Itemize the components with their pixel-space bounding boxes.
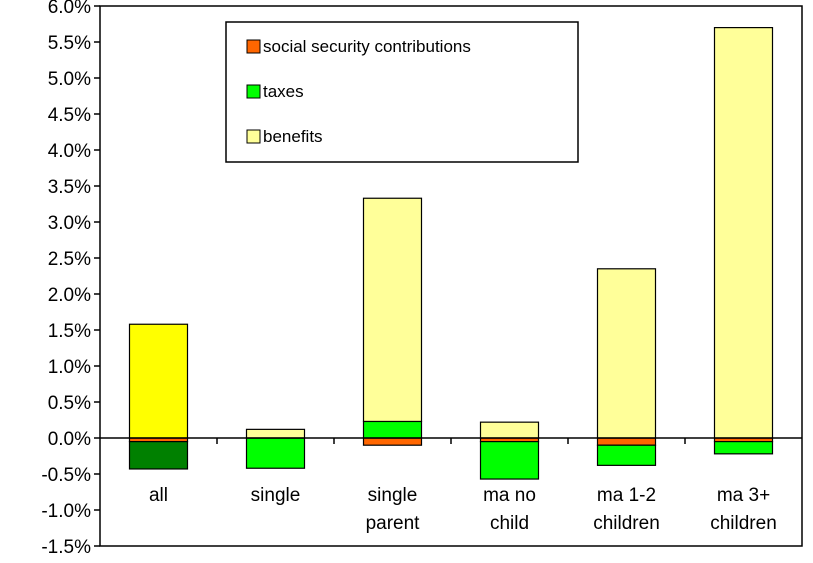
legend-label-taxes: taxes bbox=[263, 82, 304, 101]
bar-segment bbox=[362, 197, 423, 423]
y-tick-label: -1.0% bbox=[41, 501, 91, 522]
y-tick-label: 4.0% bbox=[48, 141, 91, 162]
y-tick-label: 0.5% bbox=[48, 393, 91, 414]
bar-segment bbox=[245, 428, 306, 439]
bar-segment bbox=[128, 441, 189, 470]
bar-segment bbox=[479, 441, 540, 480]
bar-segment bbox=[713, 441, 774, 455]
x-axis: all single single parent ma no child ma 1-2 chi… bbox=[149, 438, 777, 534]
y-tick-label: 0.0% bbox=[48, 429, 91, 450]
bar-segment bbox=[596, 268, 657, 439]
y-tick-label: 1.0% bbox=[48, 357, 91, 378]
bar-segment bbox=[362, 420, 423, 439]
y-tick-label: 3.0% bbox=[48, 213, 91, 234]
legend-swatch-social-security bbox=[246, 39, 261, 54]
legend: social security contributions taxes bene… bbox=[225, 21, 579, 163]
bar-segment bbox=[128, 323, 189, 439]
legend-label-social-security: social security contributions bbox=[263, 37, 471, 56]
y-tick-label: 2.0% bbox=[48, 285, 91, 306]
y-tick-label: 3.5% bbox=[48, 177, 91, 198]
bar-segment bbox=[479, 421, 540, 439]
legend-box bbox=[225, 21, 579, 163]
bar-segment bbox=[596, 437, 657, 446]
y-tick-label: 5.0% bbox=[48, 69, 91, 90]
y-tick-label: 6.0% bbox=[48, 0, 91, 18]
x-category-label: ma 3+ children bbox=[710, 485, 777, 534]
x-category-label: ma 1-2 children bbox=[593, 485, 660, 534]
legend-label-benefits: benefits bbox=[263, 127, 323, 146]
x-category-label: single parent bbox=[366, 485, 421, 534]
x-category-label: all bbox=[149, 485, 168, 506]
y-tick-label: 4.5% bbox=[48, 105, 91, 126]
y-tick-label: 2.5% bbox=[48, 249, 91, 270]
x-category-label: single bbox=[251, 485, 301, 506]
y-tick-label: 5.5% bbox=[48, 33, 91, 54]
bar-segment bbox=[596, 444, 657, 466]
legend-swatch-taxes bbox=[246, 84, 261, 99]
y-axis: -1.5% -1.0% -0.5% 0.0% 0.5% 1.0% 1.5% 2.0% 2.5% 3… bbox=[41, 0, 100, 558]
x-category-label: ma no child bbox=[483, 485, 536, 534]
bar-segment bbox=[245, 437, 306, 469]
bar-segment bbox=[362, 437, 423, 446]
y-tick-label: -0.5% bbox=[41, 465, 91, 486]
y-tick-label: -1.5% bbox=[41, 537, 91, 558]
legend-swatch-benefits bbox=[246, 129, 261, 144]
y-tick-label: 1.5% bbox=[48, 321, 91, 342]
bar-segment bbox=[713, 27, 774, 439]
bars-layer bbox=[128, 27, 774, 480]
